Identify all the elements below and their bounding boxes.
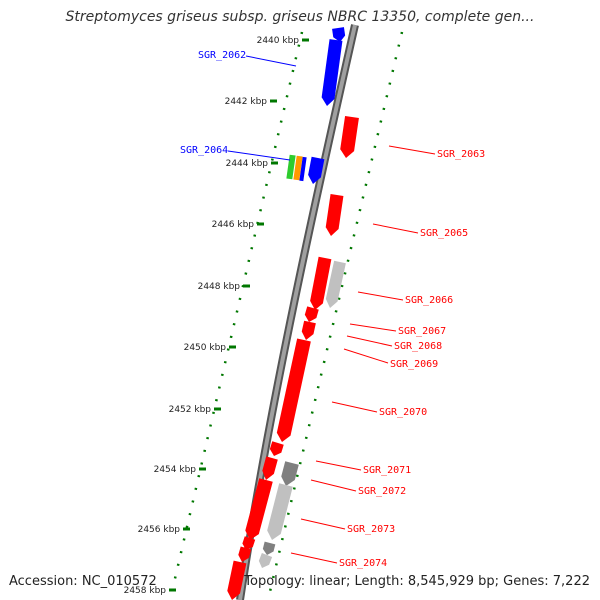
- gene-label-sgr_2062[interactable]: SGR_2062: [198, 50, 246, 61]
- accession-text: Accession: NC_010572: [9, 574, 157, 589]
- scale-label: 2458 kbp: [124, 586, 167, 596]
- gene-arrow[interactable]: [340, 115, 359, 158]
- scale-label: 2452 kbp: [169, 405, 212, 415]
- gene-arrow[interactable]: [262, 456, 278, 480]
- gene-label-sgr_2064[interactable]: SGR_2064: [180, 145, 228, 156]
- leader-line: [245, 55, 297, 67]
- gene-label-sgr_2068[interactable]: SGR_2068: [394, 341, 442, 352]
- gene-orange[interactable]: [293, 155, 303, 181]
- scale-label: 2444 kbp: [226, 159, 269, 169]
- gene-blue-small[interactable]: [299, 156, 307, 182]
- leader-line: [343, 348, 389, 364]
- gene-green[interactable]: [286, 154, 296, 180]
- gene-label-sgr_2063[interactable]: SGR_2063: [437, 149, 485, 160]
- leader-line: [349, 323, 397, 332]
- gene-label-sgr_2070[interactable]: SGR_2070: [379, 407, 427, 418]
- gene-arrow[interactable]: [332, 27, 346, 42]
- scale-label: 2454 kbp: [154, 465, 197, 475]
- leader-line: [310, 479, 357, 492]
- gene-label-sgr_2066[interactable]: SGR_2066: [405, 295, 453, 306]
- gene-arrow[interactable]: [267, 483, 293, 540]
- gene-label-sgr_2072[interactable]: SGR_2072: [358, 486, 406, 497]
- scale-label: 2450 kbp: [184, 343, 227, 353]
- summary-text: Topology: linear; Length: 8,545,929 bp; …: [244, 574, 590, 589]
- scale-label: 2448 kbp: [198, 282, 241, 292]
- leader-line: [357, 291, 404, 301]
- leader-line: [315, 460, 362, 471]
- leader-line: [346, 335, 393, 347]
- leader-line: [300, 518, 346, 530]
- gene-label-sgr_2071[interactable]: SGR_2071: [363, 465, 411, 476]
- gene-arrow[interactable]: [308, 156, 325, 184]
- gene-label-sgr_2069[interactable]: SGR_2069: [390, 359, 438, 370]
- leader-line: [331, 401, 378, 413]
- gene-label-sgr_2073[interactable]: SGR_2073: [347, 524, 395, 535]
- gene-arrow[interactable]: [276, 338, 311, 442]
- gene-features: [227, 27, 359, 600]
- gene-label-sgr_2074[interactable]: SGR_2074: [339, 558, 387, 569]
- gene-arrow[interactable]: [227, 560, 247, 600]
- leader-line: [290, 552, 338, 564]
- gene-arrow[interactable]: [269, 441, 284, 456]
- gene-arrow[interactable]: [321, 39, 343, 106]
- gene-arrow[interactable]: [242, 536, 256, 550]
- gene-arrow[interactable]: [304, 306, 319, 322]
- scale-label: 2442 kbp: [225, 97, 268, 107]
- gene-arrow[interactable]: [262, 541, 276, 555]
- map-title: Streptomyces griseus subsp. griseus NBRC…: [65, 9, 535, 25]
- gene-arrow[interactable]: [301, 320, 316, 340]
- scale-label: 2456 kbp: [138, 525, 181, 535]
- gene-labels: SGR_2062 SGR_2063 SGR_2064 SGR_2065 SGR_2066…: [180, 50, 485, 569]
- leader-line: [388, 145, 436, 155]
- gene-arrow[interactable]: [325, 194, 344, 236]
- scale-label: 2440 kbp: [257, 36, 300, 46]
- gene-label-sgr_2067[interactable]: SGR_2067: [398, 326, 446, 337]
- gene-arrow[interactable]: [325, 260, 346, 308]
- gene-arrow[interactable]: [310, 256, 332, 310]
- gene-label-sgr_2065[interactable]: SGR_2065: [420, 228, 468, 239]
- leader-line: [372, 223, 419, 234]
- gene-arrow[interactable]: [245, 478, 273, 540]
- scale-ticks: 2440 kbp 2442 kbp 2444 kbp 2446 kbp 2448 kbp…: [124, 36, 309, 596]
- scale-label: 2446 kbp: [212, 220, 255, 230]
- leader-line: [227, 150, 291, 161]
- gene-arrow[interactable]: [281, 461, 299, 486]
- gene-arrow[interactable]: [258, 553, 273, 568]
- gene-arrow[interactable]: [238, 546, 252, 562]
